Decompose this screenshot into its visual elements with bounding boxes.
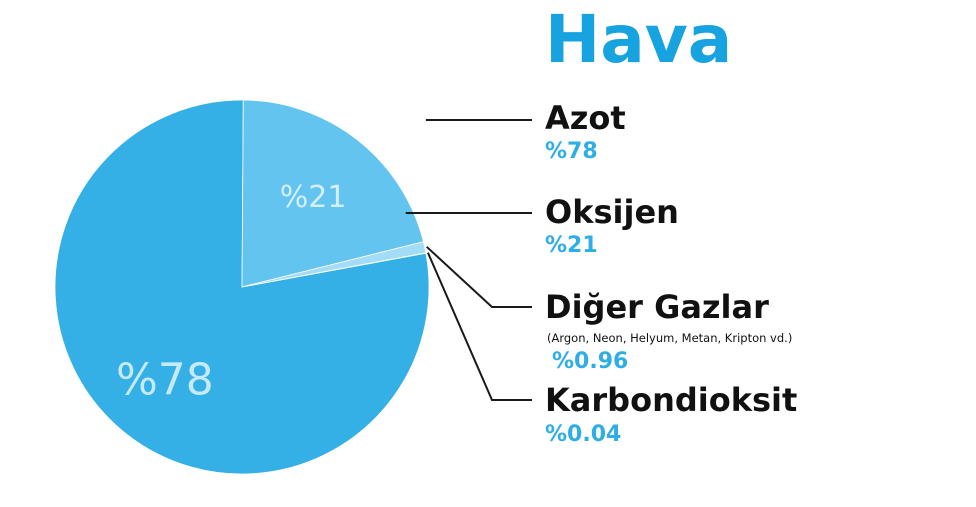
- pie-slice-oksijen: [241, 99, 424, 288]
- legend-note-diğer-gazlar: (Argon, Neon, Helyum, Metan, Kripton vd.…: [547, 331, 792, 345]
- leader-line-karbondioksit: [426, 252, 532, 401]
- legend-value-oksijen: %21: [545, 233, 598, 258]
- legend-name-karbondioksit: Karbondioksit: [545, 381, 797, 419]
- legend-name-azot: Azot: [545, 99, 626, 137]
- slice-value-label: %78: [116, 354, 214, 405]
- chart-title: Hava: [545, 1, 732, 78]
- leader-lines: [405, 119, 532, 401]
- legend-value-diğer-gazlar: %0.96: [552, 349, 628, 374]
- pie-slice-azot: [54, 99, 430, 475]
- leader-line-diger-gazlar: [426, 246, 532, 308]
- legend: Azot%78 Oksijen%21 Diğer Gazlar (Argon, Neo…: [545, 99, 797, 447]
- pie-slice-karbondioksit: [241, 252, 427, 288]
- legend-name-diğer-gazlar: Diğer Gazlar: [545, 288, 769, 326]
- legend-value-azot: %78: [545, 139, 598, 164]
- legend-value-karbondioksit: %0.04: [545, 422, 621, 447]
- legend-name-oksijen: Oksijen: [545, 193, 679, 231]
- slice-value-label: %21: [280, 180, 347, 215]
- pie-slices: [54, 99, 430, 475]
- pie-slice-labels: %78 %21: [116, 180, 346, 405]
